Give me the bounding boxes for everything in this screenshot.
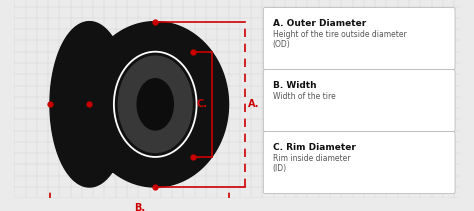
Text: Rim inside diameter: Rim inside diameter [273, 154, 350, 163]
Text: Width of the tire: Width of the tire [273, 92, 336, 101]
Text: A.: A. [248, 99, 260, 109]
FancyBboxPatch shape [264, 132, 455, 194]
Ellipse shape [137, 78, 174, 131]
Ellipse shape [82, 22, 228, 187]
Text: (ID): (ID) [273, 164, 287, 173]
Polygon shape [50, 22, 228, 104]
Text: A. Outer Diameter: A. Outer Diameter [273, 19, 366, 28]
Text: (OD): (OD) [273, 41, 291, 49]
Text: Height of the tire outside diameter: Height of the tire outside diameter [273, 30, 407, 39]
Polygon shape [50, 104, 228, 187]
Ellipse shape [118, 55, 193, 153]
Ellipse shape [50, 22, 129, 187]
FancyBboxPatch shape [264, 70, 455, 132]
Text: C. Rim Diameter: C. Rim Diameter [273, 143, 356, 152]
Text: B.: B. [134, 203, 145, 211]
FancyBboxPatch shape [264, 8, 455, 70]
Text: B. Width: B. Width [273, 81, 316, 90]
Text: C.: C. [197, 99, 208, 109]
